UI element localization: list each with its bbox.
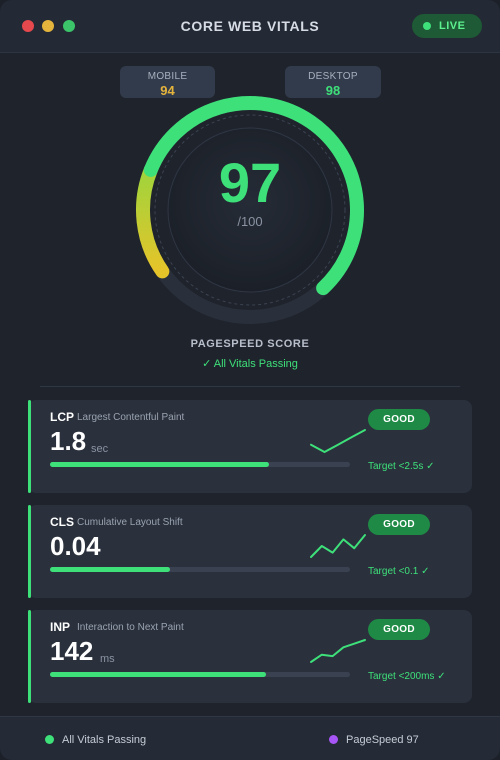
vitals-status-dot-icon [45, 735, 54, 744]
metric-name: Largest Contentful Paint [77, 412, 185, 423]
live-dot-icon [423, 22, 431, 30]
metric-status-badge[interactable]: GOOD [368, 409, 430, 430]
metric-value: 1.8 [50, 426, 87, 456]
title-bar: CORE WEB VITALS LIVE [0, 0, 500, 53]
metric-target: Target <2.5s ✓ [368, 461, 435, 472]
metric-status-badge[interactable]: GOOD [368, 619, 430, 640]
desktop-score-box[interactable]: DESKTOP 98 [285, 66, 381, 98]
pagespeed-label: PAGESPEED SCORE [190, 338, 310, 350]
card-accent [28, 400, 31, 493]
metric-sparkline [310, 639, 366, 663]
metric-unit: ms [100, 653, 115, 665]
desktop-label: DESKTOP [308, 71, 358, 82]
metric-target: Target <0.1 ✓ [368, 566, 430, 577]
metric-card-inp[interactable]: INP Interaction to Next Paint 142 ms GOO… [28, 610, 472, 703]
mobile-label: MOBILE [147, 71, 188, 82]
close-window-button[interactable] [22, 20, 34, 32]
metric-sparkline [310, 429, 366, 453]
sparkline-line [310, 534, 366, 558]
desktop-score: 98 [325, 83, 341, 98]
pagespeed-dot-icon [329, 735, 338, 744]
gauge-inner-disc [167, 127, 333, 293]
metric-target: Target <200ms ✓ [368, 671, 446, 682]
metric-name: Interaction to Next Paint [77, 622, 184, 633]
metric-value: 0.04 [50, 531, 101, 561]
window-title: CORE WEB VITALS [180, 18, 320, 34]
footer-pagespeed: PageSpeed 97 [346, 734, 419, 746]
metric-card-cls[interactable]: CLS Cumulative Layout Shift 0.04 GOOD Ta… [28, 505, 472, 598]
minimize-window-button[interactable] [42, 20, 54, 32]
mobile-score: 94 [160, 83, 175, 98]
pagespeed-status: ✓ All Vitals Passing [202, 358, 298, 370]
metric-card-lcp[interactable]: LCP Largest Contentful Paint 1.8 sec GOO… [28, 400, 472, 493]
metric-progress-track [50, 567, 350, 572]
metric-status-badge[interactable]: GOOD [368, 514, 430, 535]
metric-unit: sec [91, 443, 109, 455]
gauge-score-arc [143, 96, 364, 296]
sparkline-line [310, 639, 366, 663]
metric-progress-track [50, 672, 350, 677]
metric-abbr: INP [50, 620, 71, 634]
sparkline-line [310, 429, 366, 453]
metric-abbr: CLS [50, 515, 74, 529]
live-label: LIVE [439, 20, 466, 32]
live-indicator[interactable]: LIVE [412, 14, 482, 38]
score-max: /100 [237, 214, 263, 229]
maximize-window-button[interactable] [63, 20, 75, 32]
card-accent [28, 610, 31, 703]
gauge-warn-arc [136, 162, 170, 279]
mobile-score-box[interactable]: MOBILE 94 [120, 66, 215, 98]
metric-value: 142 [50, 636, 94, 666]
metric-progress-fill [50, 567, 170, 572]
score-value: 97 [218, 151, 282, 214]
metric-progress-fill [50, 462, 269, 467]
footer-vitals-status: All Vitals Passing [62, 734, 147, 746]
metric-name: Cumulative Layout Shift [77, 517, 183, 528]
metric-abbr: LCP [50, 410, 74, 424]
metric-progress-fill [50, 672, 266, 677]
score-gauge [136, 96, 364, 324]
gauge-dashed-ring [154, 114, 346, 306]
status-footer: All Vitals Passing PageSpeed 97 [0, 716, 500, 760]
divider [40, 386, 460, 387]
card-accent [28, 505, 31, 598]
metric-progress-track [50, 462, 350, 467]
metric-sparkline [310, 534, 366, 558]
